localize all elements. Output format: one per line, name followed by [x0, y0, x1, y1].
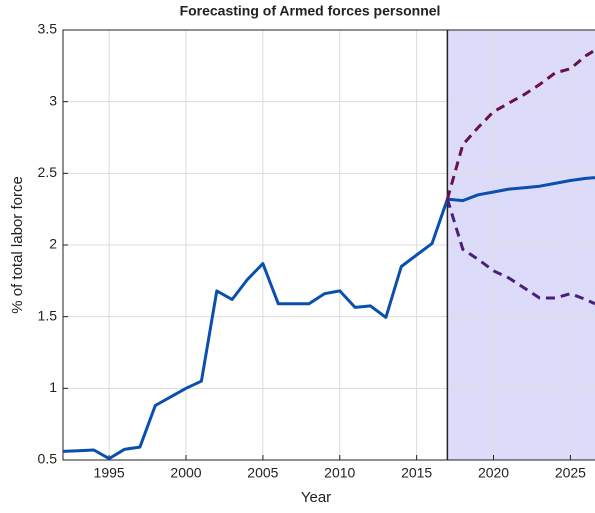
series-line: [445, 198, 595, 306]
x-tick-label: 2010: [324, 465, 355, 481]
y-tick-label: 2.5: [38, 164, 58, 180]
y-tick-label: 3: [49, 92, 57, 108]
x-tick-label: 2005: [247, 465, 278, 481]
x-axis-label: Year: [301, 489, 331, 506]
y-tick-label: 3.5: [38, 21, 58, 37]
x-tick-label: 2000: [170, 465, 201, 481]
y-tick-label: 1.5: [38, 307, 58, 323]
y-tick-label: 1: [49, 379, 57, 395]
series-line: [62, 176, 595, 461]
x-tick-label: 1995: [94, 465, 125, 481]
x-tick-label: 2015: [401, 465, 432, 481]
axes-frame: [62, 29, 595, 461]
y-axis-label: % of total labor force: [9, 176, 26, 314]
series-line: [445, 48, 595, 200]
y-tick-label: 0.5: [38, 451, 58, 467]
x-tick-label: 2025: [555, 465, 586, 481]
chart-title: Forecasting of Armed forces personnel: [180, 3, 441, 19]
y-tick-label: 2: [49, 236, 57, 252]
x-tick-label: 2020: [478, 465, 509, 481]
